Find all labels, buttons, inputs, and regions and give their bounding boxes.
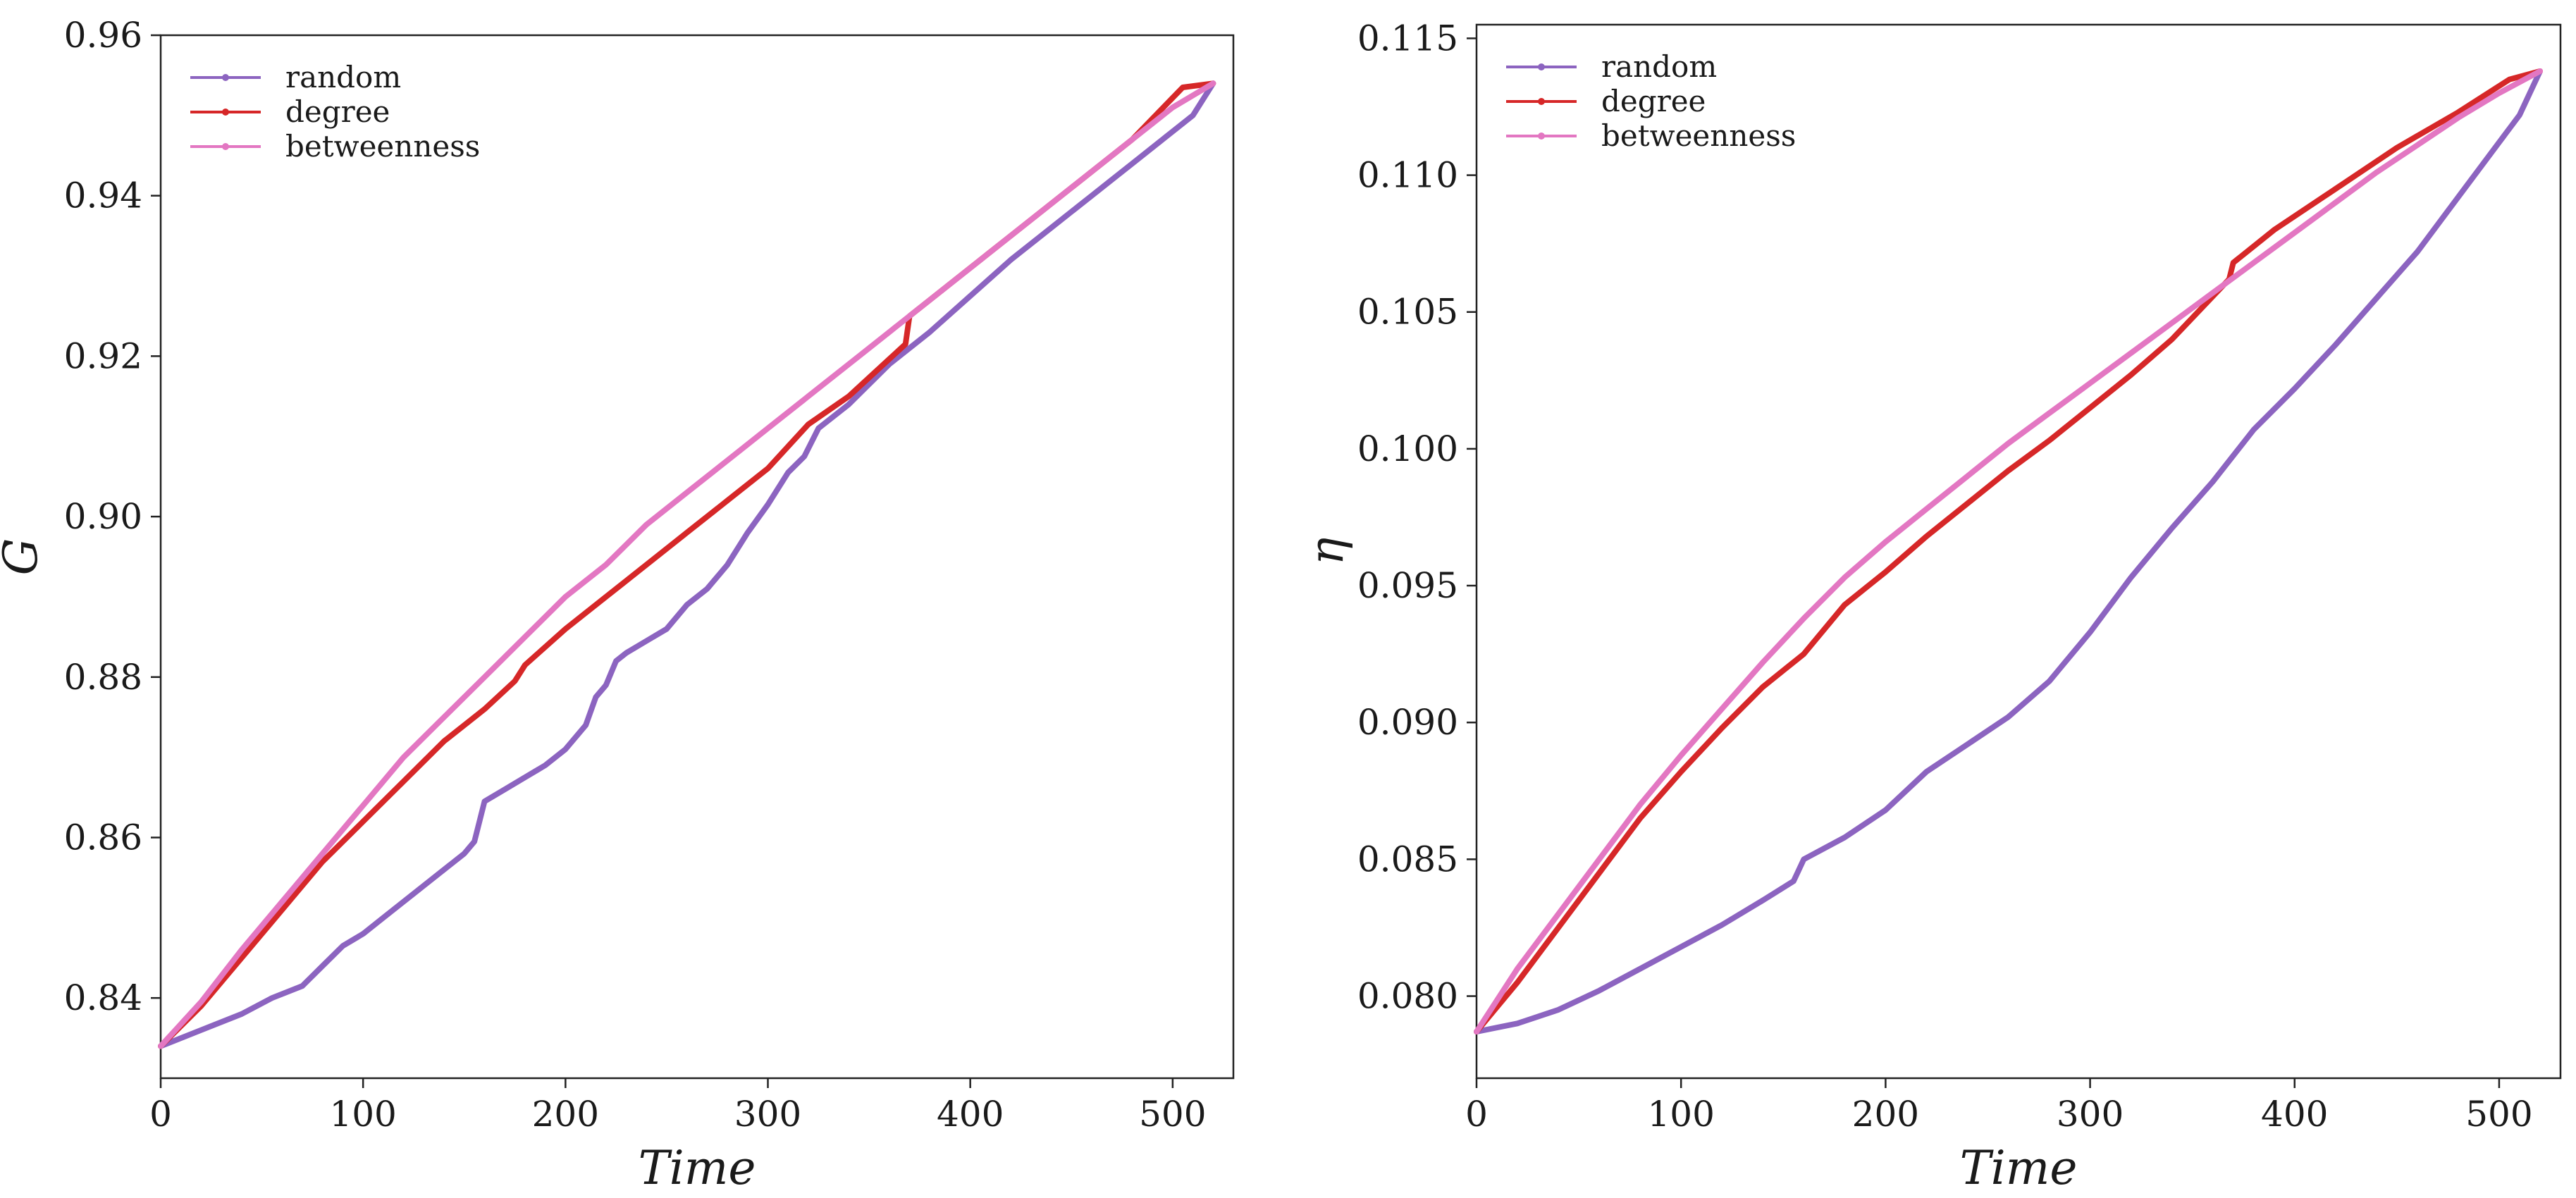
y-tick-label: 0.110 xyxy=(1357,155,1458,196)
x-tick-label: 400 xyxy=(2261,1094,2328,1135)
y-tick-label: 0.86 xyxy=(64,817,142,858)
legend-label-betweenness: betweenness xyxy=(285,129,480,163)
legend-label-random: random xyxy=(1601,49,1717,84)
x-tick-label: 100 xyxy=(1647,1094,1714,1135)
legend-marker-degree xyxy=(222,109,229,116)
x-tick-label: 0 xyxy=(1465,1094,1488,1135)
legend-marker-betweenness xyxy=(222,143,229,150)
x-tick-label: 500 xyxy=(2465,1094,2532,1135)
legend-label-degree: degree xyxy=(1601,84,1706,118)
legend-marker-random xyxy=(222,74,229,81)
y-tick-label: 0.115 xyxy=(1357,18,1458,58)
y-tick-label: 0.090 xyxy=(1357,702,1458,743)
legend-label-degree: degree xyxy=(285,94,390,129)
x-tick-label: 200 xyxy=(532,1094,599,1135)
y-tick-label: 0.84 xyxy=(64,977,142,1018)
y-tick-label: 0.095 xyxy=(1357,565,1458,606)
legend-label-betweenness: betweenness xyxy=(1601,118,1796,153)
chart-panel-1: 0 100 200 300 400 500 0.84 0.86 0.88 0.90 0.92 0.94… xyxy=(0,15,1235,1195)
x-tick-label: 300 xyxy=(2057,1094,2124,1135)
chart-panel-2: 0 100 200 300 400 500 0.080 0.085 0.090 0.095 0.10… xyxy=(1300,18,2562,1195)
series-line-betweenness xyxy=(158,80,1216,1049)
x-tick-label: 300 xyxy=(734,1094,801,1135)
y-tick-label: 0.080 xyxy=(1357,976,1458,1017)
x-tick-label: 200 xyxy=(1852,1094,1919,1135)
y-tick-label: 0.085 xyxy=(1357,839,1458,879)
legend-marker-random xyxy=(1538,63,1545,70)
x-tick-label: 400 xyxy=(937,1094,1004,1135)
y-tick-label: 0.100 xyxy=(1357,428,1458,469)
legend-marker-degree xyxy=(1538,98,1545,105)
y-tick-label: 0.105 xyxy=(1357,292,1458,333)
legend-label-random: random xyxy=(285,60,401,94)
y-tick-label: 0.94 xyxy=(64,175,142,216)
x-axis-title: Time xyxy=(1960,1141,2078,1195)
series-line-random xyxy=(1474,68,2543,1035)
series-line-degree xyxy=(1474,68,2543,1035)
legend-marker-betweenness xyxy=(1538,132,1545,140)
y-tick-label: 0.92 xyxy=(64,335,142,376)
x-axis-title: Time xyxy=(639,1141,756,1195)
plot-frame xyxy=(1475,23,2562,1080)
y-axis-title: η xyxy=(1300,538,1354,566)
x-tick-label: 0 xyxy=(149,1094,172,1135)
x-tick-label: 500 xyxy=(1139,1094,1206,1135)
x-tick-label: 100 xyxy=(329,1094,396,1135)
series-line-random xyxy=(158,80,1216,1049)
y-tick-label: 0.88 xyxy=(64,657,142,698)
y-axis-title: G xyxy=(0,538,48,576)
plot-frame xyxy=(159,34,1235,1080)
y-tick-label: 0.96 xyxy=(64,15,142,56)
series-line-betweenness xyxy=(1474,68,2543,1035)
y-tick-label: 0.90 xyxy=(64,496,142,537)
